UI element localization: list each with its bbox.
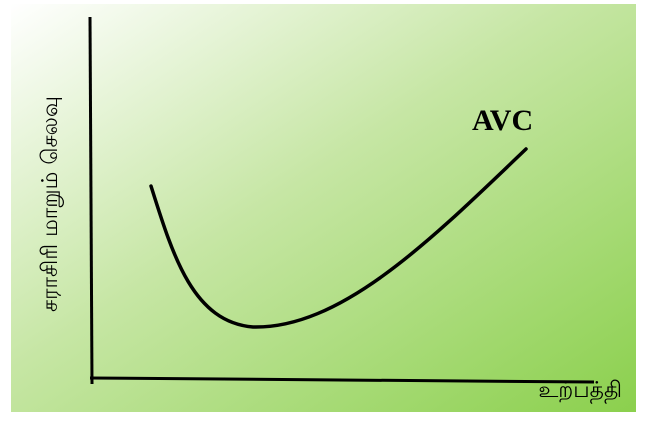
y-axis-label: சராசிரி மாறும் செலவு	[38, 96, 63, 313]
avc-curve	[149, 147, 528, 329]
x-axis-label: உற்பத்தி	[538, 378, 622, 403]
diagram-panel: சராசிரி மாறும் செலவு உற்பத்தி AVC	[11, 4, 636, 412]
avc-curve-label: AVC	[472, 104, 534, 137]
x-axis-line	[89, 376, 595, 384]
y-axis-line	[88, 16, 94, 385]
diagram-graphic	[11, 4, 636, 412]
gradient-background	[11, 4, 636, 412]
